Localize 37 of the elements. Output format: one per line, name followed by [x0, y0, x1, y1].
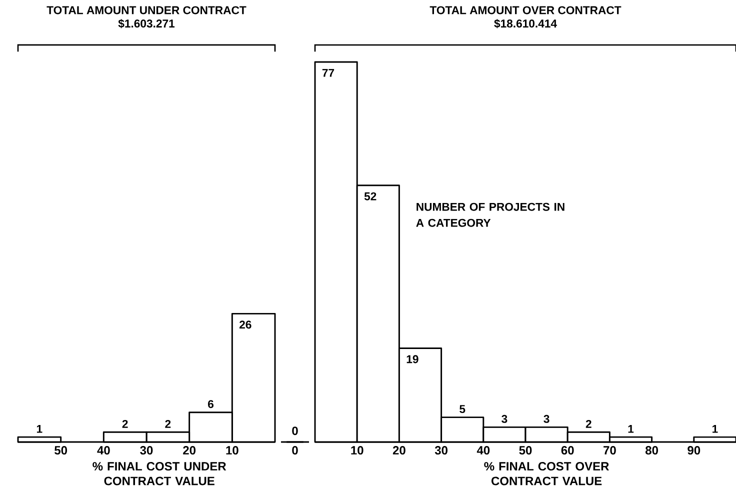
data-label: 1: [36, 425, 42, 433]
annotation: NUMBER OF PROJECTS IN A CATEGORY: [416, 202, 564, 227]
x-axis-title: % FINAL COST OVER CONTRACT VALUE: [484, 462, 609, 486]
data-label: 1: [628, 425, 634, 433]
x-tick-label: 30: [434, 446, 448, 455]
x-tick-label: 20: [183, 446, 196, 455]
x-tick-label: 70: [604, 446, 616, 455]
data-label: 6: [208, 400, 214, 408]
data-label: 77: [322, 68, 334, 77]
x-tick-label: 30: [140, 446, 153, 455]
chart-title: TOTAL AMOUNT OVER CONTRACT: [430, 6, 622, 14]
x-tick-label: 50: [54, 446, 68, 455]
x-axis-title: % FINAL COST UNDER CONTRACT VALUE: [92, 462, 226, 486]
x-tick-label: 10: [351, 446, 364, 455]
chart-title: TOTAL AMOUNT UNDER CONTRACT: [46, 6, 246, 14]
x-tick-label: 40: [97, 446, 110, 455]
data-label: 2: [122, 420, 128, 428]
chart-subtitle: $1.603.271: [118, 19, 175, 28]
x-tick-label: 10: [226, 446, 238, 455]
data-label: 26: [239, 320, 252, 329]
x-tick-label: 60: [561, 446, 574, 455]
data-label: 19: [406, 355, 418, 364]
data-label: 1: [712, 425, 718, 433]
x-tick-label: 50: [519, 446, 532, 455]
x-tick-label: 90: [688, 446, 700, 455]
x-tick-label: 80: [646, 446, 658, 455]
data-label: 3: [502, 414, 508, 423]
x-tick-label: 20: [392, 446, 406, 455]
data-label: 2: [165, 420, 171, 428]
chart-subtitle: $18.610.414: [494, 19, 557, 28]
category-label: 0: [292, 446, 298, 455]
data-label: 3: [544, 414, 550, 423]
data-label: 52: [364, 192, 376, 200]
data-label: 0: [292, 426, 298, 436]
data-label: 5: [460, 405, 466, 414]
data-label: 2: [586, 420, 592, 428]
x-tick-label: 40: [476, 446, 490, 455]
